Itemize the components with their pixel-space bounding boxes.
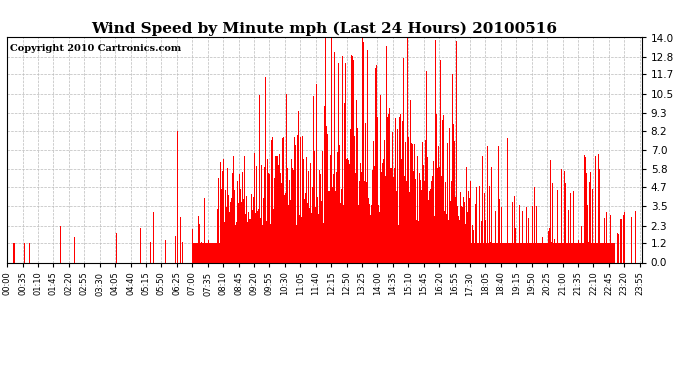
Title: Wind Speed by Minute mph (Last 24 Hours) 20100516: Wind Speed by Minute mph (Last 24 Hours)… xyxy=(91,22,558,36)
Text: Copyright 2010 Cartronics.com: Copyright 2010 Cartronics.com xyxy=(10,44,181,53)
